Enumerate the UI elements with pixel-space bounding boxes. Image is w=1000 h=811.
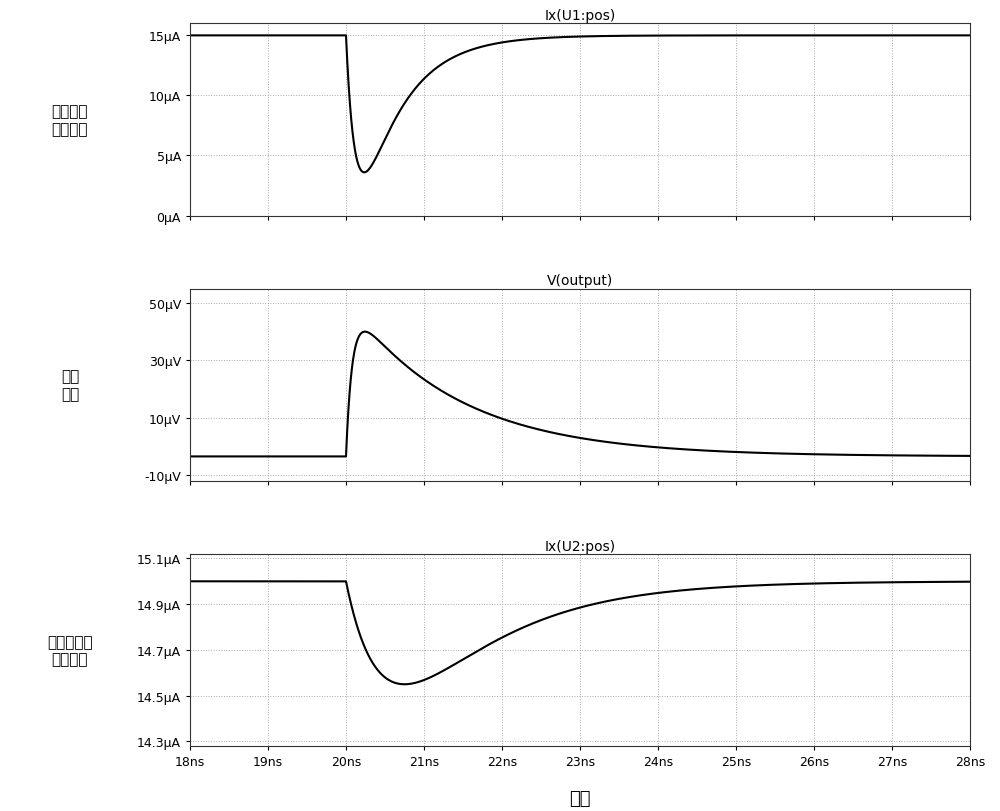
Title: Ix(U1:pos): Ix(U1:pos) [544,9,616,24]
Title: V(output): V(output) [547,274,613,288]
Text: 时间: 时间 [569,789,591,807]
Text: 输出
电压: 输出 电压 [61,369,79,401]
Text: 未响应探测
单元电流: 未响应探测 单元电流 [47,634,93,667]
Title: Ix(U2:pos): Ix(U2:pos) [544,539,616,553]
Text: 响应探测
单元电流: 响应探测 单元电流 [52,104,88,136]
